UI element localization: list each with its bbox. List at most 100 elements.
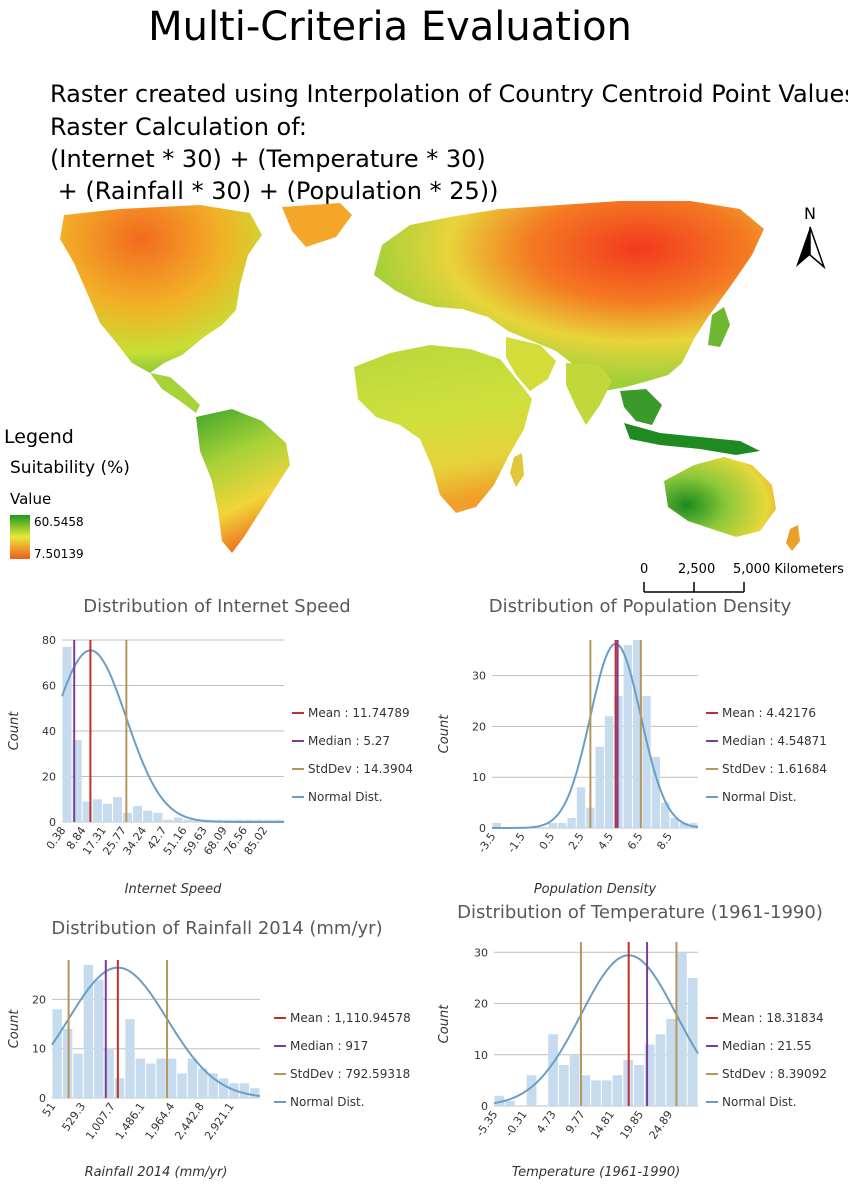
x-tick-label: 2,921.1 xyxy=(202,1100,237,1142)
histogram-bar xyxy=(156,1058,166,1098)
histogram-bar xyxy=(567,817,576,828)
legend-entry: Normal Dist. xyxy=(722,1095,797,1109)
histogram-bar xyxy=(146,1063,156,1098)
legend-entry: Median : 5.27 xyxy=(308,734,390,748)
histogram-bar xyxy=(187,1058,198,1098)
x-tick-label: 4.73 xyxy=(534,1108,559,1136)
x-tick-label: 529.3 xyxy=(59,1100,88,1133)
north-arrow-icon: N xyxy=(796,205,826,270)
histogram-bar xyxy=(558,822,567,828)
legend-entry: Normal Dist. xyxy=(308,790,383,804)
y-tick-label: 40 xyxy=(42,725,56,738)
subtitle-line-2: Raster Calculation of: xyxy=(50,113,307,141)
normal-distribution-line xyxy=(61,649,284,823)
histogram-bar xyxy=(166,1058,177,1098)
histogram-bar xyxy=(576,787,586,828)
histogram-bar xyxy=(208,1073,218,1098)
histogram-bar xyxy=(505,1100,515,1106)
histogram-bar xyxy=(634,1065,644,1106)
histogram-bar xyxy=(651,756,661,828)
scale-label-5000: 5,000 Kilometers xyxy=(733,562,844,577)
x-tick-label: 1,007.7 xyxy=(83,1100,118,1142)
histogram-bar xyxy=(223,819,234,822)
histogram-bar xyxy=(218,1078,229,1098)
legend-entry: Median : 21.55 xyxy=(722,1039,812,1053)
histogram-bar xyxy=(264,819,274,822)
x-tick-label: 0.5 xyxy=(537,830,558,852)
legend-entry: Mean : 11.74789 xyxy=(308,706,410,720)
y-axis-label: Count xyxy=(7,1009,22,1049)
x-tick-label: 6.5 xyxy=(625,830,646,852)
histogram-bar xyxy=(580,1075,591,1106)
map-title: Multi-Criteria Evaluation xyxy=(148,4,632,50)
x-tick-label: 4.5 xyxy=(595,830,616,852)
histogram-bar xyxy=(655,1034,666,1106)
histogram-bar xyxy=(244,819,254,822)
north-label: N xyxy=(804,205,816,223)
histogram-bar xyxy=(548,822,558,828)
histogram-bar xyxy=(548,1034,558,1106)
x-tick-label: -5.35 xyxy=(473,1108,500,1139)
y-tick-label: 10 xyxy=(474,1049,488,1062)
histogram-bar xyxy=(642,695,651,828)
y-axis-label: Count xyxy=(7,711,22,751)
histogram-bar xyxy=(183,819,193,822)
x-tick-label: -1.5 xyxy=(505,830,528,855)
legend-entry: StdDev : 8.39092 xyxy=(722,1067,827,1081)
y-tick-label: 30 xyxy=(472,670,486,683)
chart-title: Distribution of Population Density xyxy=(489,596,792,617)
histogram-bar xyxy=(92,799,102,822)
legend-max-value: 60.5458 xyxy=(34,515,84,529)
y-tick-label: 30 xyxy=(474,946,488,959)
normal-distribution-line xyxy=(492,642,699,829)
histogram-bar xyxy=(62,646,72,822)
x-tick-label: 19.85 xyxy=(617,1108,646,1141)
histogram-bar xyxy=(102,803,112,822)
legend-entry: Mean : 4.42176 xyxy=(722,706,816,720)
histogram-bar xyxy=(601,1080,612,1106)
normal-distribution-line xyxy=(51,966,261,1097)
legend-entry: Median : 917 xyxy=(290,1039,368,1053)
histogram-bar xyxy=(623,645,632,828)
histogram-bar xyxy=(198,1068,208,1098)
x-tick-label: 8.5 xyxy=(654,830,675,852)
x-tick-label: 1,964.4 xyxy=(143,1100,178,1142)
histogram-bar xyxy=(72,740,82,822)
y-tick-label: 80 xyxy=(42,634,56,647)
legend-entry: StdDev : 14.3904 xyxy=(308,762,413,776)
histogram-bar xyxy=(558,1065,569,1106)
y-tick-label: 10 xyxy=(32,1043,46,1056)
subtitle-line-4: + (Rainfall * 30) + (Population * 25)) xyxy=(50,177,499,205)
histogram-bar xyxy=(143,810,153,822)
chart-title: Distribution of Temperature (1961-1990) xyxy=(457,902,823,923)
x-tick-label: 24.89 xyxy=(647,1108,676,1141)
x-tick-label: 2,442.8 xyxy=(172,1100,207,1142)
histogram-bar xyxy=(677,952,687,1106)
y-tick-label: 0 xyxy=(481,1100,488,1113)
histogram-bar xyxy=(687,977,698,1106)
histogram-bar xyxy=(569,1054,580,1106)
y-tick-label: 20 xyxy=(472,720,486,733)
histogram-bar xyxy=(612,1075,623,1106)
histogram-bar xyxy=(234,819,244,822)
histogram-bar xyxy=(239,1083,250,1098)
legend-entry: Mean : 18.31834 xyxy=(722,1011,824,1025)
histogram-bar xyxy=(254,819,264,822)
legend-entry: Median : 4.54871 xyxy=(722,734,827,748)
x-axis-label: Internet Speed xyxy=(125,882,222,897)
y-axis-label: Count xyxy=(437,714,452,754)
histogram-bar xyxy=(173,817,183,822)
histogram-bar xyxy=(526,1075,537,1106)
x-axis-label: Population Density xyxy=(534,882,657,897)
x-tick-label: 1,486.1 xyxy=(113,1100,148,1142)
legend-title: Legend xyxy=(4,426,74,448)
suitability-map xyxy=(60,201,800,553)
histogram-bar xyxy=(679,822,689,828)
histogram-bar xyxy=(591,1080,601,1106)
legend-entry: Normal Dist. xyxy=(290,1095,365,1109)
histogram-bar xyxy=(632,640,642,828)
histogram-bar xyxy=(123,812,133,822)
legend-min-value: 7.50139 xyxy=(34,547,84,561)
histogram-bar xyxy=(104,1048,114,1098)
